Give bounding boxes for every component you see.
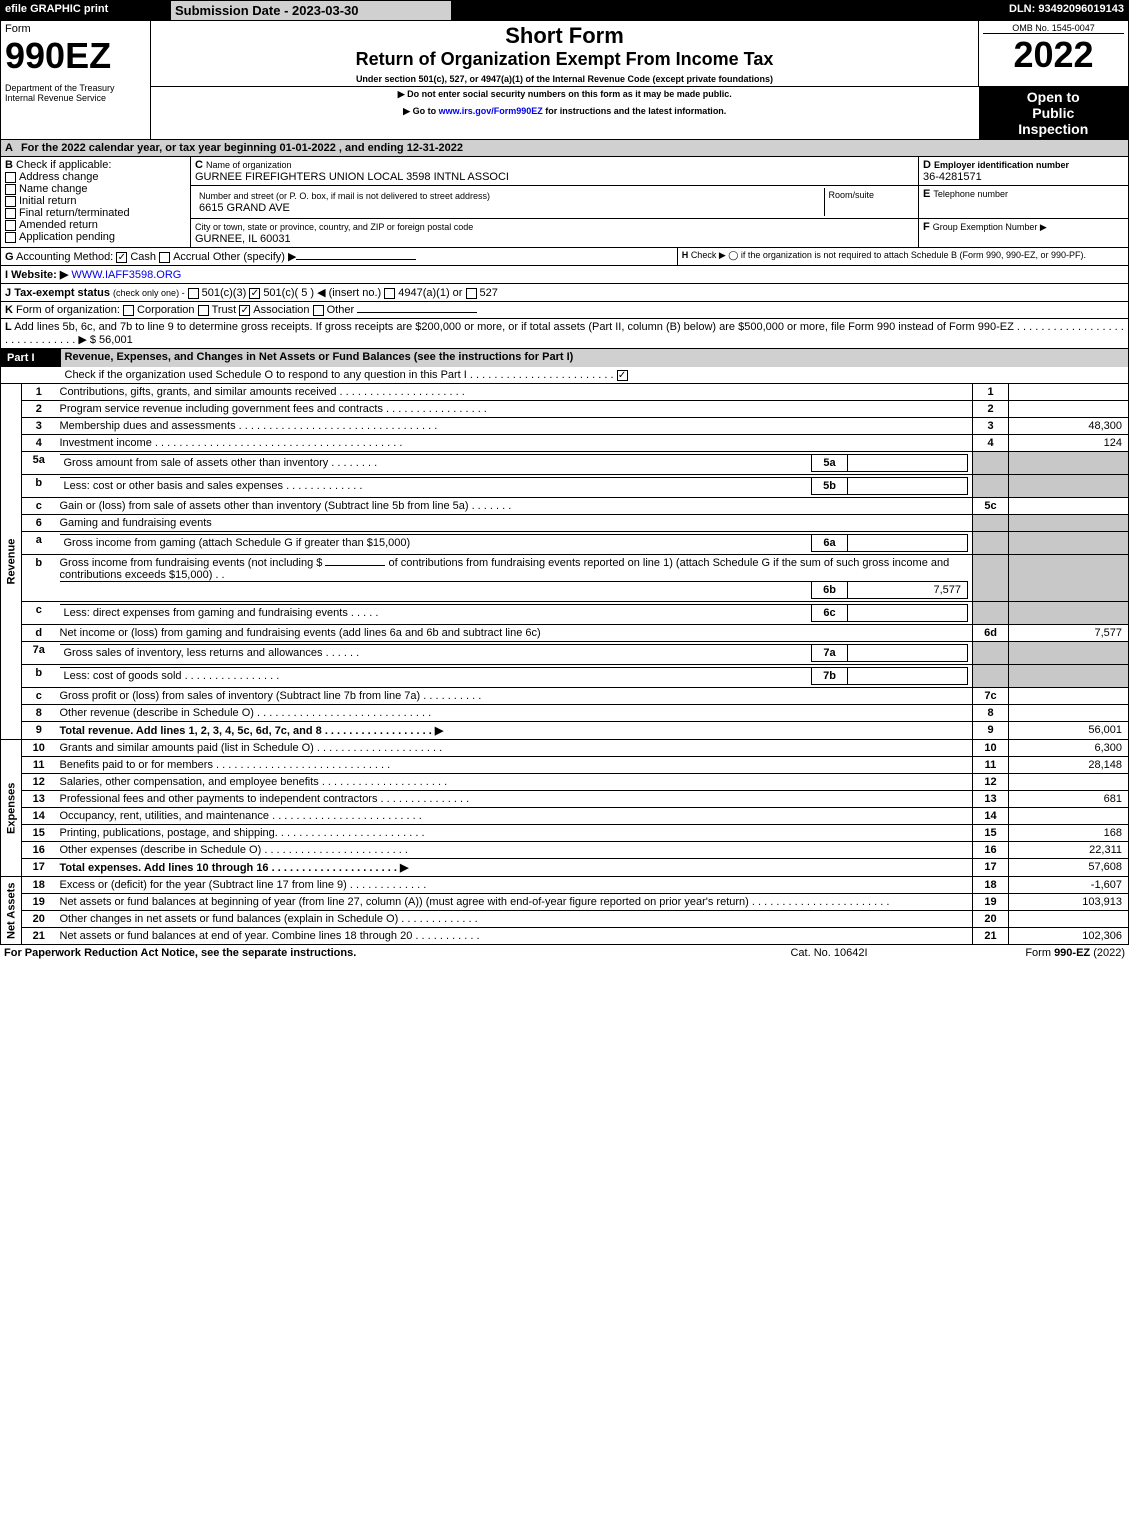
efile-print-label[interactable]: efile GRAPHIC print [1,1,171,21]
org-address: 6615 GRAND AVE [199,202,290,214]
checkbox-schedule-o[interactable] [617,370,628,381]
checkbox-pending[interactable] [5,232,16,243]
h-text: Check ▶ ◯ if the organization is not req… [691,250,1086,260]
b-label: Check if applicable: [16,159,111,171]
g-label: Accounting Method: [16,251,113,263]
dln-label: DLN: 93492096019143 [451,1,1129,21]
c-addr-label: Number and street (or P. O. box, if mail… [199,191,490,201]
footer-cat: Cat. No. 10642I [729,945,929,961]
room-suite-label: Room/suite [824,188,914,216]
org-name: GURNEE FIREFIGHTERS UNION LOCAL 3598 INT… [195,171,509,183]
form-header: Form 990EZ Department of the Treasury In… [0,21,1129,140]
c-city-label: City or town, state or province, country… [195,222,473,232]
checkbox-amended[interactable] [5,220,16,231]
checkbox-501c3[interactable] [188,288,199,299]
checkbox-initial-return[interactable] [5,196,16,207]
section-netassets: Net Assets [1,877,22,945]
footer-left: For Paperwork Reduction Act Notice, see … [0,945,729,961]
goto-link[interactable]: ▶ Go to www.irs.gov/Form990EZ for instru… [155,106,975,117]
part1-checknote: Check if the organization used Schedule … [65,369,614,381]
checkbox-final-return[interactable] [5,208,16,219]
website-link[interactable]: WWW.IAFF3598.ORG [71,269,181,281]
j-hint: (check only one) - [113,288,185,298]
checkbox-corp[interactable] [123,305,134,316]
subtitle: Under section 501(c), 527, or 4947(a)(1)… [155,74,974,84]
part1-heading: Revenue, Expenses, and Changes in Net As… [61,349,1129,367]
i-label: Website: ▶ [11,269,68,281]
badge-public: Public [983,105,1125,121]
checkbox-other[interactable] [313,305,324,316]
c-name-label: Name of organization [206,160,292,170]
section-revenue: Revenue [1,384,22,740]
f-label: Group Exemption Number ▶ [933,222,1047,232]
form-word: Form [5,23,146,35]
checkbox-501c[interactable] [249,288,260,299]
irs-label: Internal Revenue Service [5,93,146,103]
checkbox-trust[interactable] [198,305,209,316]
section-a-letter: A [1,140,17,156]
part1-label: Part I [1,349,61,367]
top-bar: efile GRAPHIC print Submission Date - 20… [0,0,1129,21]
section-bcdef: B Check if applicable: Address change Na… [0,156,1129,248]
j-label: Tax-exempt status [14,287,110,299]
k-label: Form of organization: [16,304,120,316]
lines-table: Revenue 1 Contributions, gifts, grants, … [0,384,1129,945]
tax-year: 2022 [983,34,1124,76]
form-number: 990EZ [5,35,146,77]
l-text: Add lines 5b, 6c, and 7b to line 9 to de… [5,321,1124,346]
checkbox-assoc[interactable] [239,305,250,316]
section-expenses: Expenses [1,740,22,877]
omb-number: OMB No. 1545-0047 [983,23,1124,34]
submission-date: Submission Date - 2023-03-30 [171,1,451,21]
checkbox-accrual[interactable] [159,252,170,263]
checkbox-4947[interactable] [384,288,395,299]
section-a-text: For the 2022 calendar year, or tax year … [17,140,1129,156]
badge-open: Open to [983,89,1125,105]
irs-link[interactable]: www.irs.gov/Form990EZ [439,106,543,116]
checkbox-name-change[interactable] [5,184,16,195]
short-form-title: Short Form [155,23,974,49]
org-city: GURNEE, IL 60031 [195,233,291,245]
badge-inspection: Inspection [983,121,1125,137]
checkbox-527[interactable] [466,288,477,299]
ssn-warning: ▶ Do not enter social security numbers o… [155,89,975,100]
dept-treasury: Department of the Treasury [5,83,146,93]
page-footer: For Paperwork Reduction Act Notice, see … [0,945,1129,961]
checkbox-address-change[interactable] [5,172,16,183]
main-title: Return of Organization Exempt From Incom… [155,49,974,70]
ein-value: 36-4281571 [923,171,982,183]
d-label: Employer identification number [934,160,1069,170]
checkbox-cash[interactable] [116,252,127,263]
e-label: Telephone number [933,189,1008,199]
